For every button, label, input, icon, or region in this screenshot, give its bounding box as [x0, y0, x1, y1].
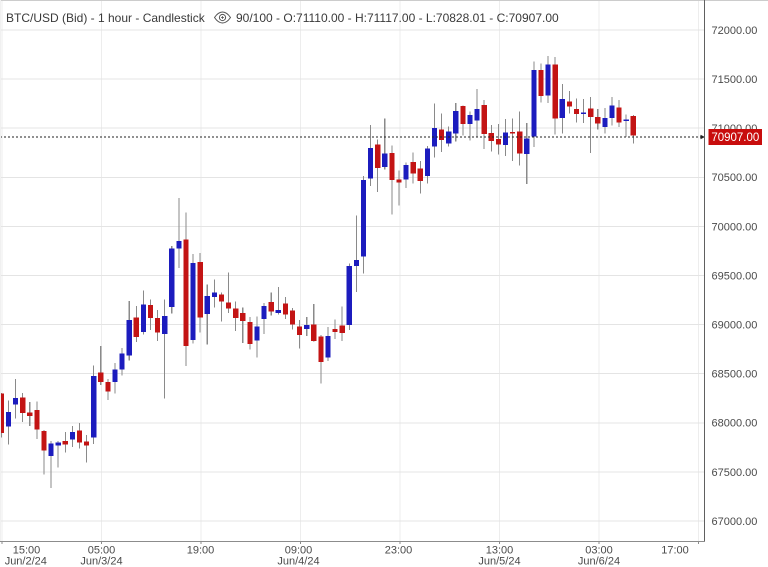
- svg-text:68000.00: 68000.00: [712, 418, 758, 430]
- svg-text:71500.00: 71500.00: [712, 74, 758, 86]
- svg-text:90/100 - O:71110.00 - H:71117.: 90/100 - O:71110.00 - H:71117.00 - L:708…: [236, 11, 559, 25]
- svg-text:72000.00: 72000.00: [712, 25, 758, 37]
- svg-text:03:00: 03:00: [585, 545, 613, 557]
- svg-text:68500.00: 68500.00: [712, 369, 758, 381]
- svg-text:23:00: 23:00: [385, 545, 413, 557]
- svg-text:09:00: 09:00: [285, 545, 313, 557]
- svg-text:69500.00: 69500.00: [712, 270, 758, 282]
- svg-text:15:00: 15:00: [13, 545, 41, 557]
- svg-text:Jun/5/24: Jun/5/24: [478, 556, 520, 567]
- svg-text:17:00: 17:00: [661, 545, 689, 557]
- svg-text:70000.00: 70000.00: [712, 221, 758, 233]
- svg-text:BTC/USD (Bid) - 1 hour - Candl: BTC/USD (Bid) - 1 hour - Candlestick: [6, 11, 206, 25]
- svg-text:19:00: 19:00: [187, 545, 215, 557]
- svg-text:67000.00: 67000.00: [712, 516, 758, 528]
- svg-text:69000.00: 69000.00: [712, 320, 758, 332]
- svg-text:70907.00: 70907.00: [711, 132, 759, 144]
- svg-text:05:00: 05:00: [88, 545, 116, 557]
- svg-text:13:00: 13:00: [486, 545, 514, 557]
- svg-text:Jun/4/24: Jun/4/24: [277, 556, 319, 567]
- svg-text:67500.00: 67500.00: [712, 467, 758, 479]
- svg-text:Jun/2/24: Jun/2/24: [5, 556, 47, 567]
- svg-text:Jun/3/24: Jun/3/24: [80, 556, 122, 567]
- svg-text:70500.00: 70500.00: [712, 172, 758, 184]
- svg-text:Jun/6/24: Jun/6/24: [578, 556, 620, 567]
